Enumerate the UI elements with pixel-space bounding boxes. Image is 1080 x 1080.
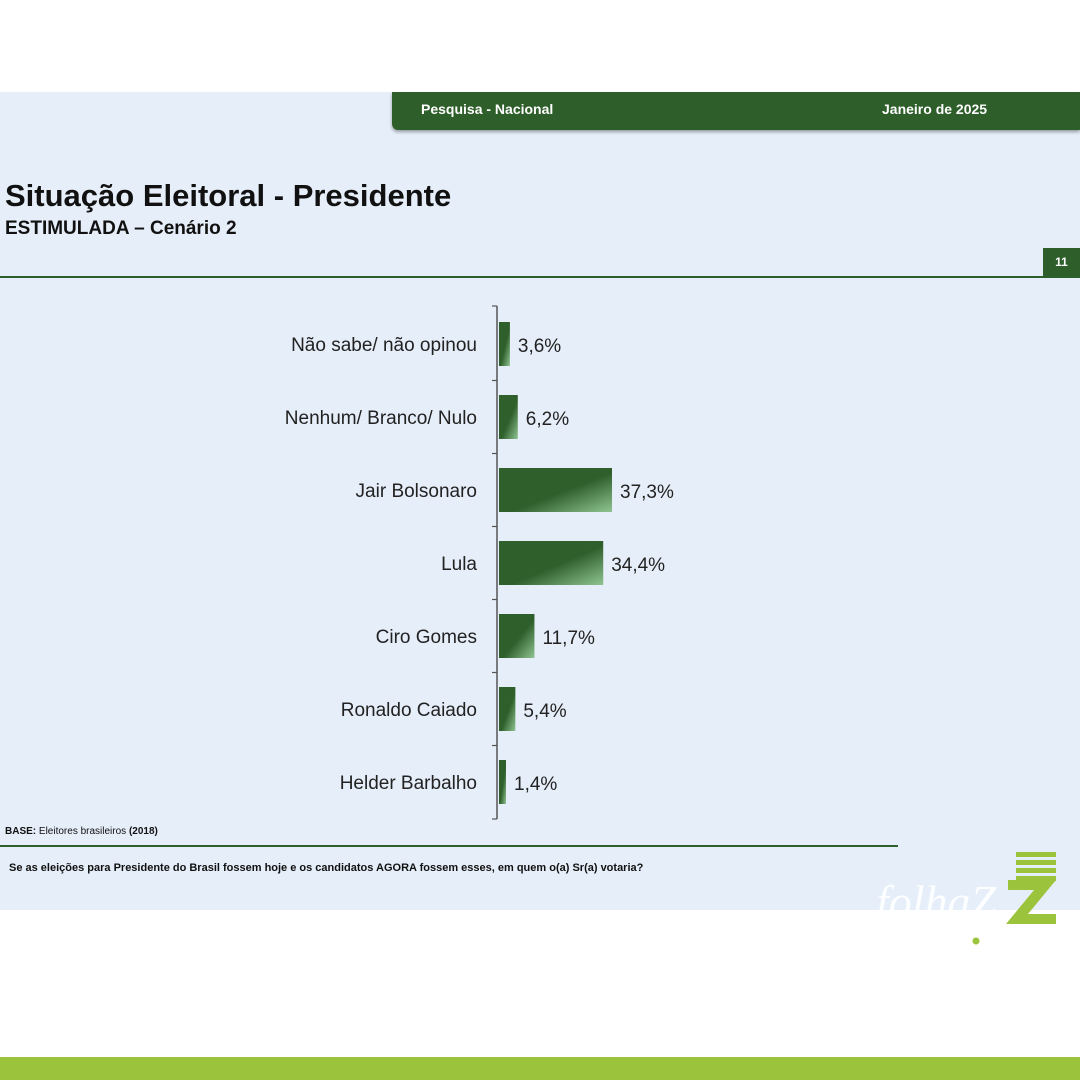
category-label: Nenhum/ Branco/ Nulo: [285, 408, 477, 429]
footer-divider: [0, 845, 898, 847]
category-label: Ronaldo Caiado: [341, 700, 477, 721]
logo-dot-icon: [972, 937, 980, 945]
base-suffix: (2018): [128, 826, 158, 837]
category-label: Ciro Gomes: [376, 627, 477, 648]
category-label: Jair Bolsonaro: [356, 481, 477, 502]
bar: [499, 614, 535, 658]
title-divider: [0, 276, 1080, 278]
category-label: Lula: [441, 554, 477, 575]
value-label: 34,4%: [611, 555, 665, 576]
logo-stripes-icon: [1016, 852, 1056, 881]
logo-text: folhaZ: [876, 876, 997, 927]
bar: [499, 541, 604, 585]
page-number: 11: [1043, 248, 1080, 276]
survey-date: Janeiro de 2025: [882, 101, 988, 117]
value-label: 1,4%: [514, 774, 557, 795]
base-note: BASE: Eleitores brasileiros (2018): [5, 826, 158, 837]
page-subtitle: ESTIMULADA – Cenário 2: [5, 218, 237, 239]
category-label: Não sabe/ não opinou: [291, 335, 477, 356]
value-label: 5,4%: [523, 701, 566, 722]
survey-question: Se as eleições para Presidente do Brasil…: [9, 862, 644, 874]
value-label: 11,7%: [542, 628, 595, 649]
base-prefix: BASE:: [5, 826, 37, 837]
bar: [499, 468, 612, 512]
value-label: 37,3%: [620, 482, 674, 503]
logo-z-icon: [1006, 880, 1056, 924]
bar: [499, 395, 518, 439]
base-text: Eleitores brasileiros: [38, 826, 127, 837]
folhaz-logo: folhaZ .com: [876, 852, 1056, 951]
bar: [499, 322, 510, 366]
survey-label: Pesquisa - Nacional: [421, 101, 554, 117]
slide: Pesquisa - Nacional Janeiro de 2025 Situ…: [0, 92, 1080, 910]
value-label: 3,6%: [518, 336, 561, 357]
category-label: Helder Barbalho: [340, 773, 477, 794]
bar-chart: Não sabe/ não opinou 3,6% Nenhum/ Branco/ …: [285, 305, 674, 820]
footer-band: [0, 1057, 1080, 1080]
logo-domain: .com: [984, 932, 1021, 951]
bar: [499, 760, 506, 804]
value-label: 6,2%: [526, 409, 569, 430]
bar: [499, 687, 516, 731]
header-bar: Pesquisa - Nacional Janeiro de 2025: [392, 92, 1080, 130]
page-title: Situação Eleitoral - Presidente: [5, 178, 452, 213]
